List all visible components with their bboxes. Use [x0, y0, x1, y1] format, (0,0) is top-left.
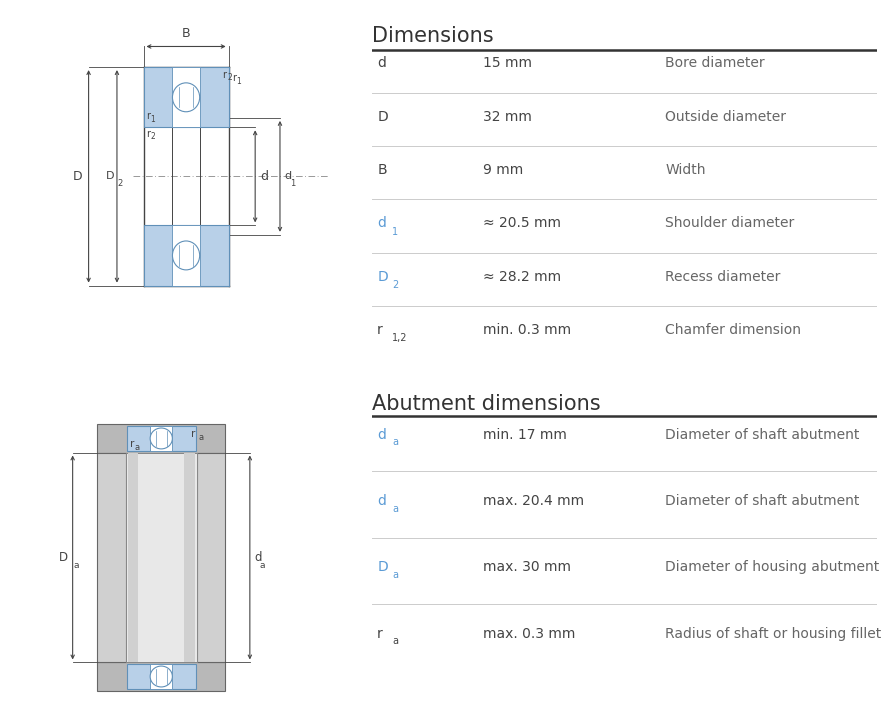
Text: r: r: [130, 439, 135, 449]
Text: r: r: [377, 627, 383, 641]
Text: r: r: [377, 323, 383, 337]
Text: a: a: [392, 504, 399, 513]
Text: max. 30 mm: max. 30 mm: [483, 560, 571, 574]
Text: 1: 1: [237, 77, 241, 85]
Text: a: a: [392, 570, 399, 580]
Bar: [144, 67, 229, 127]
Text: 2: 2: [117, 179, 122, 188]
Text: max. 20.4 mm: max. 20.4 mm: [483, 494, 585, 508]
Bar: [173, 67, 199, 127]
Text: Shoulder diameter: Shoulder diameter: [665, 216, 794, 230]
Text: a: a: [392, 636, 399, 647]
Text: min. 0.3 mm: min. 0.3 mm: [483, 323, 571, 337]
Text: 1: 1: [290, 179, 295, 188]
Text: Bore diameter: Bore diameter: [665, 56, 765, 70]
Text: r: r: [232, 73, 237, 83]
Circle shape: [150, 666, 173, 687]
Text: 1,2: 1,2: [392, 333, 408, 343]
Text: d: d: [377, 428, 386, 442]
Text: B: B: [182, 27, 190, 40]
Text: r: r: [222, 70, 226, 80]
Text: min. 17 mm: min. 17 mm: [483, 428, 567, 442]
Text: d: d: [254, 551, 261, 564]
Text: Chamfer dimension: Chamfer dimension: [665, 323, 801, 337]
Text: D: D: [377, 270, 388, 284]
Text: Abutment dimensions: Abutment dimensions: [372, 394, 601, 414]
Circle shape: [150, 428, 173, 449]
Text: d: d: [377, 216, 386, 230]
Bar: [144, 225, 229, 285]
Text: Radius of shaft or housing fillet: Radius of shaft or housing fillet: [665, 627, 882, 641]
Text: ≈ 20.5 mm: ≈ 20.5 mm: [483, 216, 561, 230]
Bar: [127, 664, 196, 689]
Text: a: a: [392, 437, 399, 447]
Bar: [150, 426, 173, 451]
Text: Diameter of housing abutment: Diameter of housing abutment: [665, 560, 879, 574]
Circle shape: [173, 83, 199, 111]
Bar: [97, 424, 225, 452]
Text: D: D: [73, 170, 82, 183]
Text: Width: Width: [665, 163, 705, 177]
Text: D: D: [106, 172, 115, 182]
Text: Diameter of shaft abutment: Diameter of shaft abutment: [665, 494, 859, 508]
Text: 2: 2: [392, 280, 399, 290]
Text: d: d: [284, 172, 291, 182]
Text: a: a: [198, 433, 204, 442]
Text: 2: 2: [228, 73, 233, 82]
Bar: [184, 452, 195, 662]
Text: 32 mm: 32 mm: [483, 110, 532, 124]
Bar: [197, 452, 225, 662]
Text: D: D: [377, 560, 388, 574]
Text: Dimensions: Dimensions: [372, 26, 494, 46]
Bar: [173, 225, 199, 285]
Text: Outside diameter: Outside diameter: [665, 110, 786, 124]
Text: r: r: [146, 130, 151, 139]
Text: 15 mm: 15 mm: [483, 56, 532, 70]
Bar: [126, 452, 197, 662]
Text: d: d: [377, 494, 386, 508]
Circle shape: [173, 241, 199, 270]
Text: a: a: [260, 561, 265, 571]
Bar: [127, 426, 196, 451]
Text: ≈ 28.2 mm: ≈ 28.2 mm: [483, 270, 562, 284]
Text: r: r: [146, 111, 151, 121]
Text: max. 0.3 mm: max. 0.3 mm: [483, 627, 576, 641]
Text: 1: 1: [392, 227, 399, 237]
Bar: [97, 662, 225, 691]
Text: D: D: [377, 110, 388, 124]
Text: Recess diameter: Recess diameter: [665, 270, 781, 284]
Text: B: B: [377, 163, 387, 177]
Text: a: a: [73, 561, 79, 571]
Text: Diameter of shaft abutment: Diameter of shaft abutment: [665, 428, 859, 442]
Text: 9 mm: 9 mm: [483, 163, 524, 177]
Text: a: a: [135, 442, 139, 452]
Text: D: D: [59, 551, 68, 564]
Text: d: d: [377, 56, 386, 70]
Bar: [97, 452, 126, 662]
Bar: [150, 664, 173, 689]
Text: d: d: [260, 170, 268, 183]
Text: r: r: [190, 429, 195, 439]
Text: 2: 2: [151, 132, 155, 141]
Bar: [128, 452, 138, 662]
Text: 1: 1: [151, 114, 155, 124]
